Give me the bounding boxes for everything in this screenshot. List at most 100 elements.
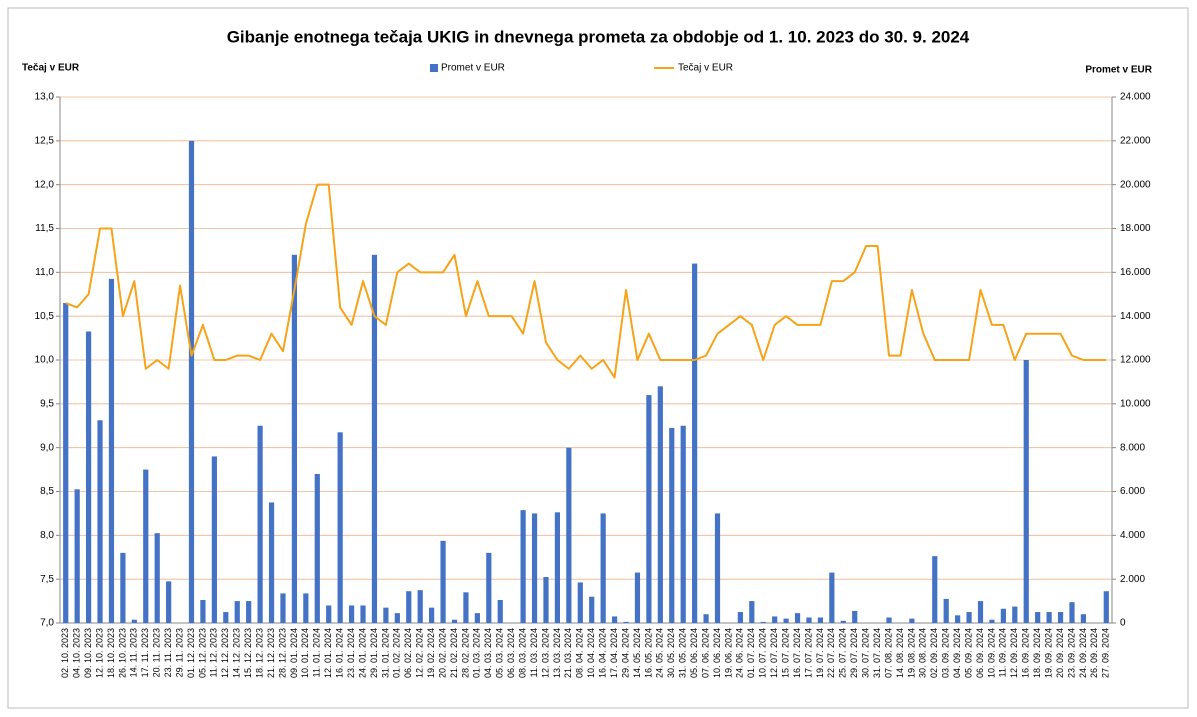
bar (1057, 612, 1064, 623)
x-tick-label: 01. 02. 2024 (392, 628, 402, 678)
x-tick-label: 20. 02. 2024 (437, 628, 447, 678)
bar (760, 621, 766, 623)
bar (840, 620, 846, 623)
bar (703, 614, 709, 623)
y2-tick-label: 6.000 (1120, 486, 1145, 497)
bar (657, 386, 663, 623)
y2-tick-label: 8.000 (1120, 442, 1145, 453)
bar (440, 540, 446, 623)
x-tick-label: 26. 10. 2023 (117, 628, 127, 678)
x-tick-label: 31. 05. 2024 (678, 628, 688, 678)
bar (932, 556, 938, 623)
bar (623, 621, 629, 623)
bar (74, 489, 80, 623)
y2-tick-label: 24.000 (1120, 92, 1151, 103)
bar (1023, 360, 1029, 623)
bar (348, 605, 355, 623)
bar (600, 513, 606, 623)
bar (554, 512, 561, 623)
y2-tick-label: 18.000 (1120, 223, 1151, 234)
legend-label: Promet v EUR (441, 63, 505, 74)
x-tick-label: 23. 11. 2023 (163, 628, 173, 677)
y2-axis-label: Promet v EUR (1085, 65, 1152, 76)
x-tick-label: 11. 03. 2024 (529, 628, 539, 677)
bar (120, 552, 126, 623)
bar (451, 619, 458, 623)
x-tick-label: 10. 06. 2024 (712, 628, 722, 678)
x-tick-label: 18. 10. 2023 (106, 628, 116, 678)
bar (429, 607, 435, 623)
bar (646, 395, 652, 623)
bar (257, 425, 263, 623)
bar (909, 618, 915, 623)
x-tick-label: 19. 07. 2024 (815, 628, 825, 678)
x-tick-label: 30. 05. 2024 (666, 628, 676, 678)
bar (143, 469, 149, 623)
bar (1103, 591, 1109, 623)
bar (577, 582, 583, 623)
x-tick-label: 28. 02. 2024 (460, 628, 470, 678)
bar (669, 427, 675, 623)
chart-title: Gibanje enotnega tečaja UKIG in dnevnega… (227, 27, 970, 46)
y2-tick-label: 12.000 (1120, 355, 1151, 366)
y-tick-label: 10,5 (35, 311, 55, 322)
bar (326, 605, 332, 623)
y2-tick-label: 16.000 (1120, 267, 1151, 278)
x-tick-label: 02. 09. 2024 (929, 628, 939, 678)
bar (463, 592, 469, 623)
bar (829, 572, 835, 623)
x-tick-label: 01. 03. 2024 (472, 628, 482, 678)
x-tick-label: 24. 01. 2024 (357, 628, 367, 678)
x-tick-label: 13. 03. 2024 (552, 628, 562, 678)
legend-label: Tečaj v EUR (678, 63, 733, 74)
y2-tick-label: 2.000 (1120, 574, 1145, 585)
x-tick-label: 12. 10. 2023 (94, 628, 104, 678)
chart-frame (7, 7, 1189, 709)
x-tick-label: 05. 09. 2024 (963, 628, 973, 678)
x-tick-label: 10. 09. 2024 (986, 628, 996, 678)
bar (280, 593, 286, 623)
bar (531, 513, 538, 623)
legend-swatch (430, 64, 438, 72)
x-tick-label: 05. 12. 2023 (197, 628, 207, 678)
bar (1035, 612, 1041, 623)
x-tick-label: 10. 07. 2024 (758, 628, 768, 678)
x-tick-label: 11. 09. 2024 (998, 628, 1008, 677)
y-tick-label: 10,0 (35, 355, 55, 366)
bar (1012, 606, 1018, 623)
y-tick-label: 7,0 (40, 618, 54, 629)
bar (955, 615, 961, 623)
x-tick-label: 14. 05. 2024 (632, 628, 642, 678)
x-tick-label: 19. 06. 2024 (723, 628, 733, 678)
x-tick-label: 17. 07. 2024 (803, 628, 813, 678)
x-tick-label: 06. 02. 2024 (403, 628, 413, 678)
x-tick-label: 09. 10. 2023 (83, 628, 93, 678)
x-tick-label: 18. 09. 2024 (1032, 628, 1042, 678)
bar (737, 612, 743, 623)
x-tick-label: 14. 12. 2023 (232, 628, 242, 678)
x-tick-label: 15. 07. 2024 (780, 628, 790, 678)
x-tick-label: 19. 02. 2024 (426, 628, 436, 678)
line (65, 183, 1107, 379)
x-tick-label: 12. 02. 2024 (415, 628, 425, 678)
x-tick-label: 03. 09. 2024 (941, 628, 951, 678)
x-tick-label: 30. 07. 2024 (861, 628, 871, 678)
bar (211, 456, 217, 623)
x-tick-label: 10. 04. 2024 (586, 628, 596, 678)
x-tick-label: 16. 05. 2024 (643, 628, 653, 678)
x-tick-label: 12. 12. 2023 (220, 628, 230, 678)
bar (371, 254, 378, 624)
x-tick-label: 28. 12. 2023 (277, 628, 287, 678)
x-tick-label: 29. 01. 2024 (369, 628, 379, 678)
y-tick-label: 11,5 (35, 223, 54, 234)
x-tick-label: 17. 11. 2023 (140, 628, 150, 677)
x-tick-label: 12. 01. 2024 (323, 628, 333, 678)
x-tick-label: 24. 05. 2024 (655, 628, 665, 678)
bar (1000, 608, 1006, 623)
x-tick-label: 16. 07. 2024 (792, 628, 802, 678)
bar (108, 278, 115, 623)
bar (634, 572, 641, 623)
bar (63, 303, 69, 623)
x-tick-label: 15. 12. 2023 (243, 628, 253, 678)
